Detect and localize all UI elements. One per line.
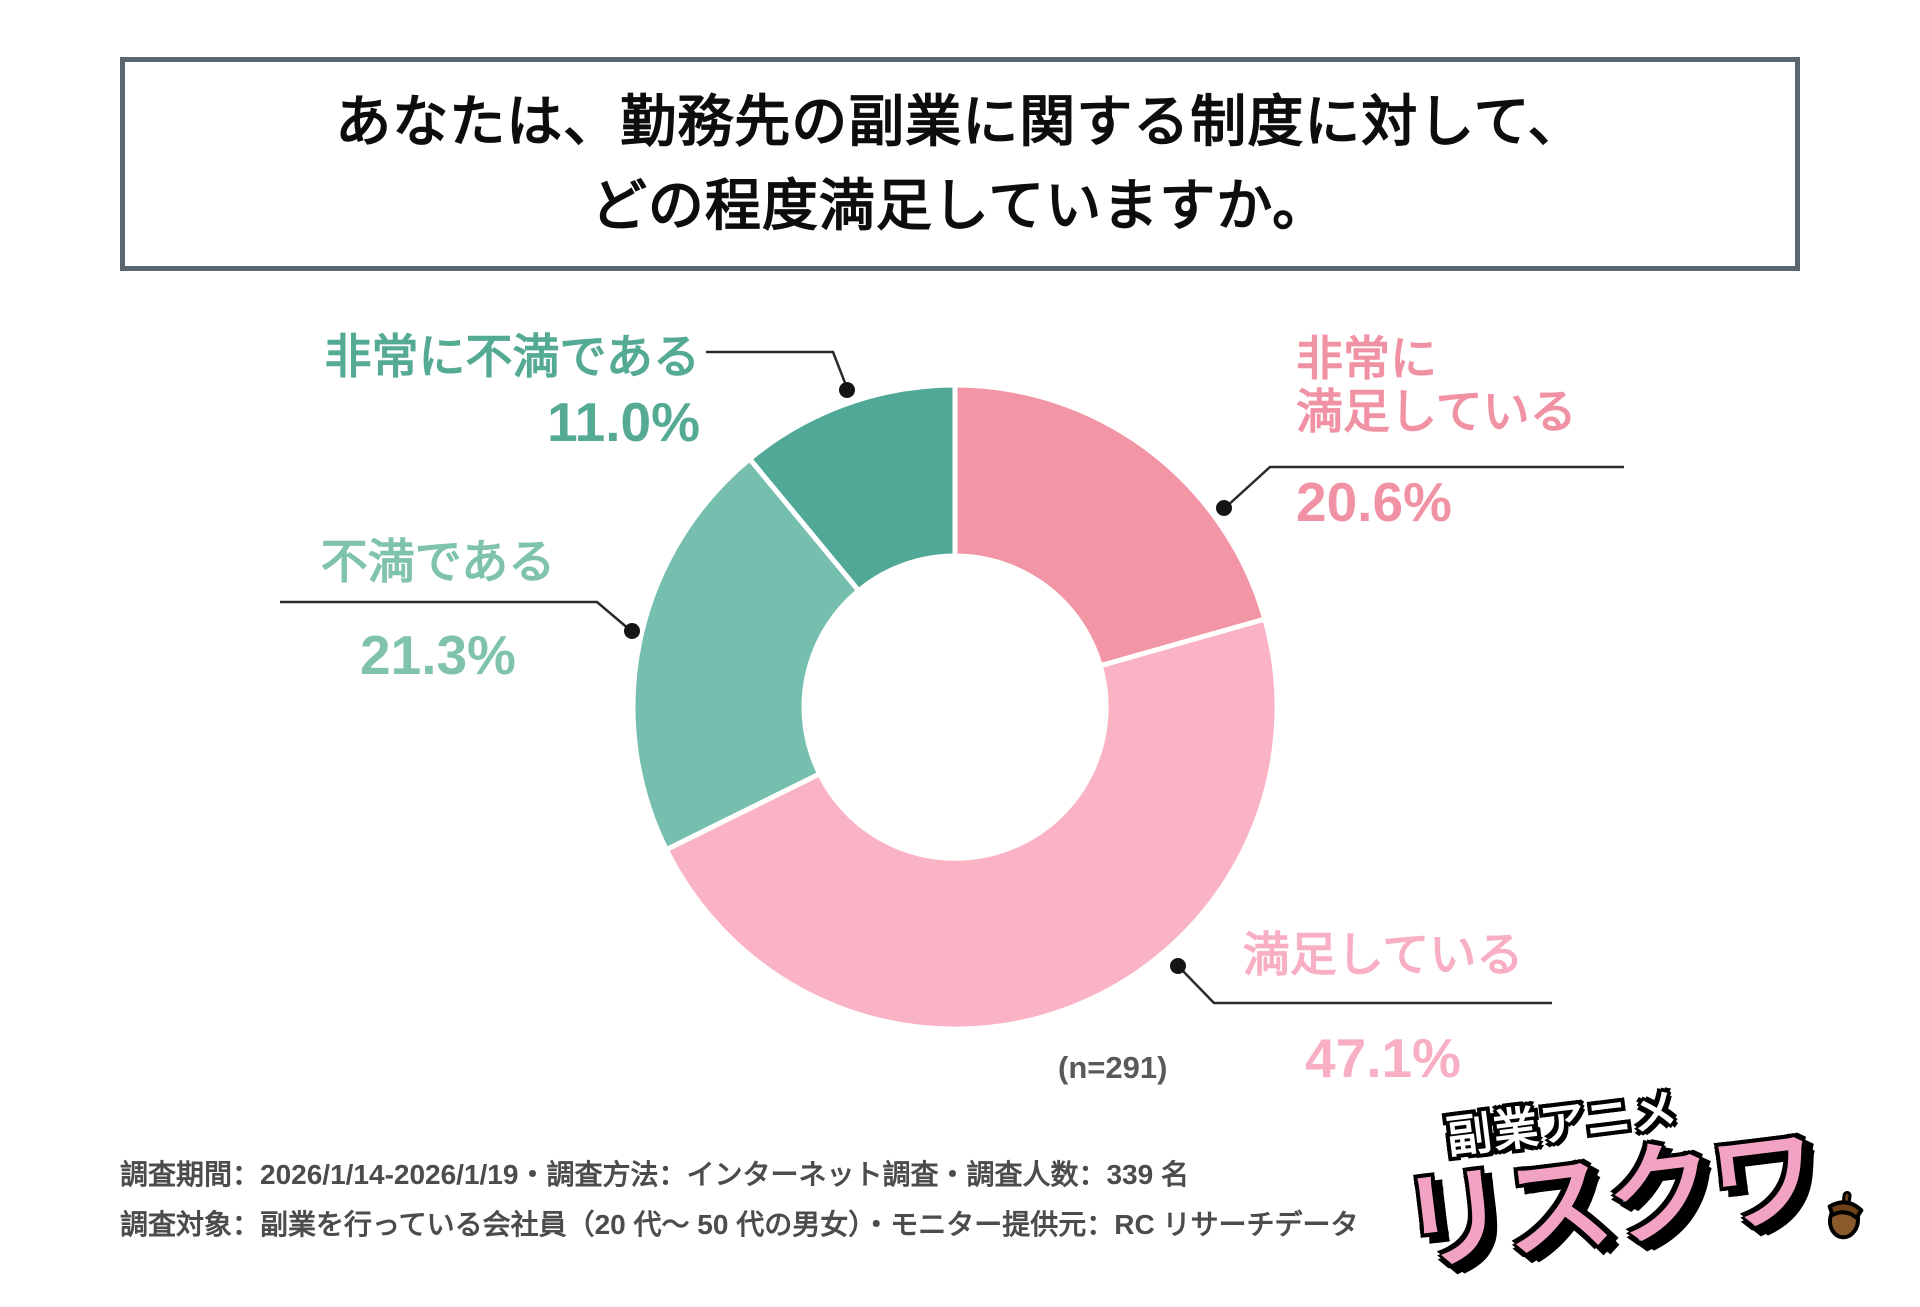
brand-logo: 副業アニメ リスクワ bbox=[1390, 1062, 1890, 1286]
donut-slices bbox=[630, 382, 1280, 1032]
question-title-box: あなたは、勤務先の副業に関する制度に対して、 どの程度満足していますか。 bbox=[120, 57, 1800, 271]
donut-slice-1 bbox=[663, 616, 1280, 1032]
donut-chart bbox=[280, 350, 1624, 1032]
leader-line-satisfied bbox=[1170, 958, 1552, 1005]
page: { "title": { "line1": "あなたは、勤務先の副業に関する制度… bbox=[120, 57, 1890, 1287]
callout-satisfied: 満足している 47.1% bbox=[1223, 928, 1543, 1089]
acorn-icon bbox=[1827, 1190, 1864, 1240]
donut-slice-0 bbox=[952, 382, 1268, 669]
callout-dissatisfied-percent: 21.3% bbox=[360, 623, 516, 686]
callout-very-satisfied-percent: 20.6% bbox=[1296, 471, 1452, 534]
donut-slice-3 bbox=[747, 382, 958, 594]
question-title-line1: あなたは、勤務先の副業に関する制度に対して、 bbox=[335, 90, 1585, 153]
callout-very-satisfied-label-line1: 非常に bbox=[1296, 332, 1437, 385]
callout-very-satisfied-label-line2: 満足している bbox=[1296, 384, 1577, 438]
callout-dissatisfied: 不満である 21.3% bbox=[268, 535, 608, 686]
survey-notes-line2: 調査対象：副業を行っている会社員（20 代〜 50 代の男女）・モニター提供元：… bbox=[120, 1209, 1359, 1241]
brand-logo-rotated: 副業アニメ リスクワ bbox=[1379, 1032, 1901, 1306]
leader-line-dissatisfied bbox=[280, 600, 640, 639]
survey-notes-line1: 調査期間：2026/1/14-2026/1/19・調査方法：インターネット調査・… bbox=[120, 1159, 1189, 1190]
callout-very-dissatisfied: 非常に不満である 11.0% bbox=[200, 330, 700, 453]
leader-line-very-satisfied bbox=[1216, 465, 1624, 516]
sample-size-label: (n=291) bbox=[1058, 1050, 1168, 1085]
callout-satisfied-percent: 47.1% bbox=[1305, 1026, 1461, 1089]
survey-notes: 調査期間：2026/1/14-2026/1/19・調査方法：インターネット調査・… bbox=[120, 1150, 1358, 1251]
callout-very-dissatisfied-label: 非常に不満である bbox=[324, 330, 700, 383]
question-title-line2: どの程度満足していますか。 bbox=[590, 174, 1330, 237]
callout-satisfied-label: 満足している bbox=[1242, 928, 1524, 981]
leader-line-very-dissatisfied bbox=[706, 350, 855, 398]
callout-very-dissatisfied-percent: 11.0% bbox=[547, 390, 700, 453]
donut-slice-2 bbox=[630, 456, 862, 853]
callout-very-satisfied: 非常に 満足している 20.6% bbox=[1296, 332, 1716, 534]
callout-dissatisfied-label: 不満である bbox=[320, 535, 556, 588]
